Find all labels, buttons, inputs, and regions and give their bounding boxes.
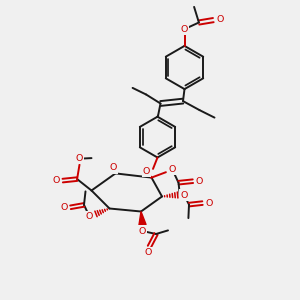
Text: O: O <box>181 25 188 34</box>
Text: O: O <box>76 154 83 163</box>
Text: O: O <box>110 164 117 172</box>
Text: O: O <box>86 212 93 221</box>
Text: O: O <box>139 226 146 236</box>
Text: O: O <box>196 177 203 186</box>
Text: O: O <box>144 248 152 257</box>
Text: O: O <box>206 199 213 208</box>
Text: O: O <box>52 176 60 185</box>
Text: O: O <box>169 165 176 174</box>
Text: O: O <box>143 167 150 176</box>
Polygon shape <box>139 212 146 225</box>
Text: O: O <box>60 203 68 212</box>
Text: O: O <box>216 15 224 24</box>
Text: O: O <box>181 190 188 200</box>
